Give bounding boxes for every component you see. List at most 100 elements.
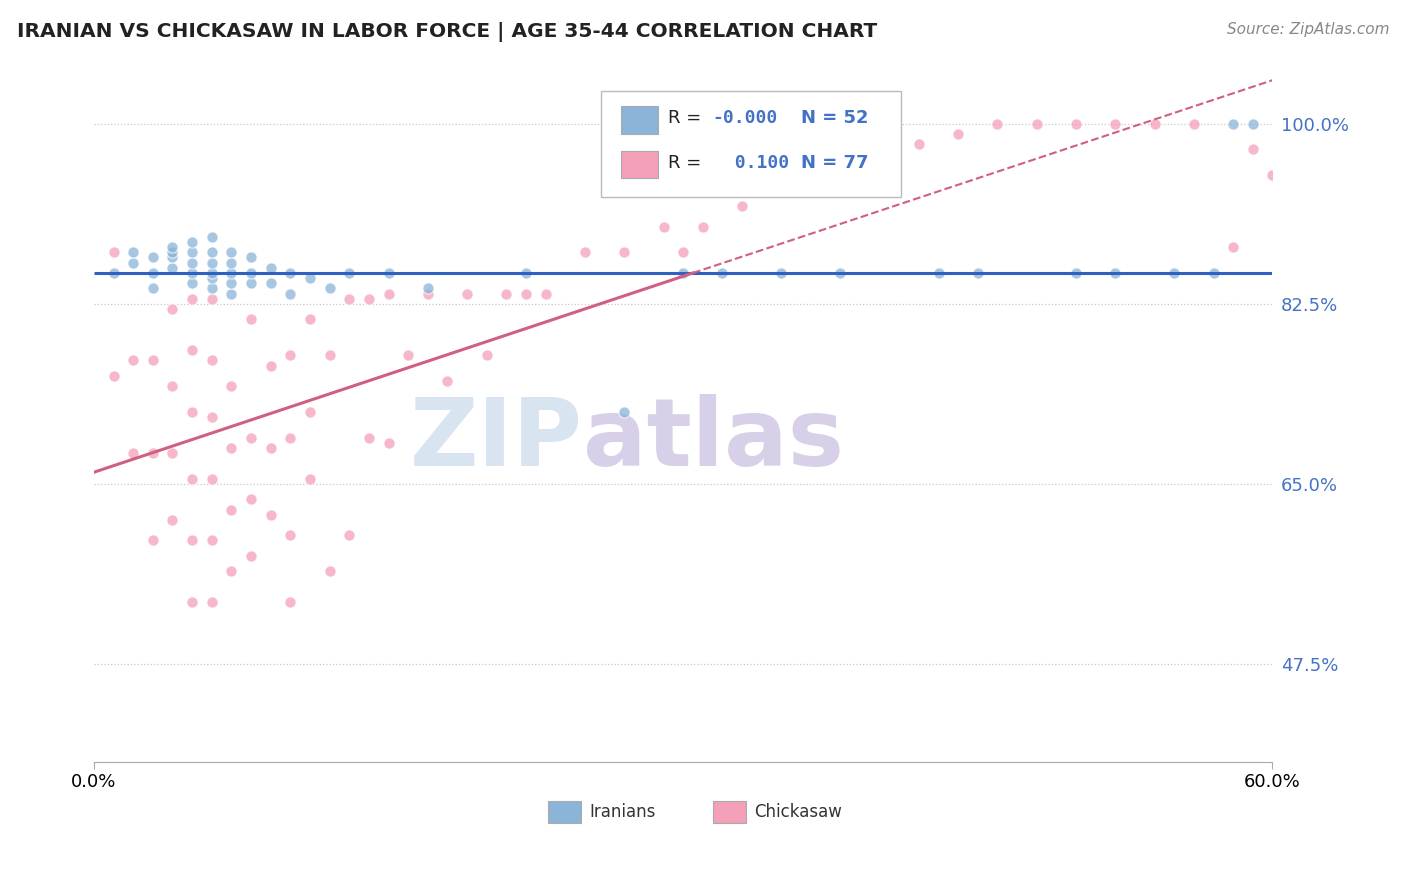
- Text: Chickasaw: Chickasaw: [754, 804, 842, 822]
- Point: [240, 312, 263, 326]
- Point: [711, 266, 734, 280]
- Point: [221, 441, 243, 455]
- Point: [260, 441, 283, 455]
- Point: [377, 435, 399, 450]
- Point: [318, 348, 340, 362]
- Point: [142, 281, 165, 295]
- Point: [456, 286, 478, 301]
- Point: [298, 271, 321, 285]
- Bar: [713, 801, 745, 823]
- Point: [377, 266, 399, 280]
- Point: [162, 379, 184, 393]
- Point: [337, 292, 360, 306]
- Point: [337, 266, 360, 280]
- Point: [201, 245, 224, 260]
- Point: [1222, 117, 1244, 131]
- Point: [613, 405, 636, 419]
- Point: [672, 266, 695, 280]
- Text: Iranians: Iranians: [589, 804, 655, 822]
- Point: [103, 368, 125, 383]
- Bar: [620, 151, 658, 178]
- Point: [201, 472, 224, 486]
- Point: [221, 379, 243, 393]
- Point: [280, 266, 302, 280]
- Point: [396, 348, 419, 362]
- Point: [416, 286, 439, 301]
- Point: [1241, 143, 1264, 157]
- Point: [221, 286, 243, 301]
- Point: [221, 245, 243, 260]
- Point: [770, 184, 793, 198]
- Point: [181, 266, 204, 280]
- Text: Source: ZipAtlas.com: Source: ZipAtlas.com: [1226, 22, 1389, 37]
- Point: [534, 286, 557, 301]
- Point: [201, 271, 224, 285]
- Point: [770, 266, 793, 280]
- Point: [260, 277, 283, 291]
- Point: [672, 245, 695, 260]
- Text: N = 77: N = 77: [801, 154, 869, 172]
- Point: [475, 348, 498, 362]
- Point: [221, 266, 243, 280]
- Point: [731, 199, 754, 213]
- Point: [181, 235, 204, 249]
- Point: [201, 292, 224, 306]
- Point: [436, 374, 458, 388]
- Point: [377, 286, 399, 301]
- Point: [181, 533, 204, 548]
- Point: [495, 286, 517, 301]
- Point: [948, 127, 970, 141]
- Point: [162, 260, 184, 275]
- Point: [613, 245, 636, 260]
- Point: [201, 409, 224, 424]
- Point: [240, 266, 263, 280]
- Point: [221, 564, 243, 578]
- Point: [908, 137, 931, 152]
- Point: [181, 405, 204, 419]
- Point: [142, 251, 165, 265]
- Point: [240, 549, 263, 563]
- Text: N = 52: N = 52: [801, 110, 869, 128]
- Point: [869, 153, 891, 167]
- Point: [357, 292, 380, 306]
- Point: [122, 255, 145, 269]
- Point: [162, 245, 184, 260]
- Point: [1064, 266, 1087, 280]
- Point: [416, 281, 439, 295]
- Point: [221, 255, 243, 269]
- Point: [181, 343, 204, 357]
- Point: [318, 281, 340, 295]
- Point: [280, 595, 302, 609]
- Point: [240, 492, 263, 507]
- Point: [1104, 266, 1126, 280]
- Point: [515, 266, 537, 280]
- Point: [181, 245, 204, 260]
- Point: [1163, 266, 1185, 280]
- Text: IRANIAN VS CHICKASAW IN LABOR FORCE | AGE 35-44 CORRELATION CHART: IRANIAN VS CHICKASAW IN LABOR FORCE | AG…: [17, 22, 877, 42]
- Point: [280, 286, 302, 301]
- Point: [1202, 266, 1225, 280]
- Point: [280, 528, 302, 542]
- Point: [201, 533, 224, 548]
- Text: 0.100: 0.100: [713, 154, 789, 172]
- Point: [830, 266, 852, 280]
- Point: [337, 528, 360, 542]
- Point: [966, 266, 988, 280]
- Point: [1104, 117, 1126, 131]
- Point: [652, 219, 675, 234]
- Point: [181, 595, 204, 609]
- Point: [1261, 168, 1284, 182]
- Point: [122, 245, 145, 260]
- Point: [810, 168, 832, 182]
- Point: [240, 251, 263, 265]
- Point: [260, 359, 283, 373]
- Point: [181, 292, 204, 306]
- FancyBboxPatch shape: [600, 91, 901, 197]
- Point: [122, 446, 145, 460]
- Point: [142, 446, 165, 460]
- Point: [318, 564, 340, 578]
- Point: [692, 219, 714, 234]
- Point: [240, 277, 263, 291]
- Point: [1222, 240, 1244, 254]
- Point: [260, 260, 283, 275]
